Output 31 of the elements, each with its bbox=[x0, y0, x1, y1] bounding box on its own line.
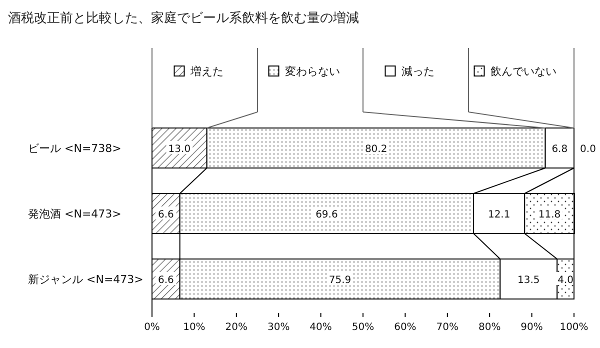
data-label: 13.0 bbox=[168, 144, 191, 155]
x-tick-label: 10% bbox=[183, 322, 206, 333]
data-label: 13.5 bbox=[518, 275, 540, 286]
data-label: 6.6 bbox=[158, 275, 174, 286]
x-tick-label: 90% bbox=[520, 322, 543, 333]
data-label: 6.8 bbox=[552, 144, 568, 155]
data-label: 11.8 bbox=[538, 210, 561, 220]
x-tick-label: 20% bbox=[225, 322, 248, 333]
x-tick-label: 50% bbox=[352, 322, 374, 333]
legend-label: 飲んでいない bbox=[490, 65, 556, 78]
x-tick-label: 30% bbox=[267, 322, 290, 333]
x-tick-label: 40% bbox=[310, 322, 332, 333]
data-label: 69.6 bbox=[316, 210, 338, 220]
legend-label: 増えた bbox=[189, 65, 224, 78]
x-tick-label: 70% bbox=[436, 322, 459, 333]
x-tick-label: 60% bbox=[394, 322, 416, 333]
legend-label: 変わらない bbox=[284, 65, 340, 78]
chart-title: 酒税改正前と比較した、家庭でビール系飲料を飲む量の増減 bbox=[8, 10, 359, 26]
y-tick-label: 発泡酒 <N=473> bbox=[28, 208, 122, 220]
data-label: 4.0 bbox=[558, 275, 574, 286]
data-label: 75.9 bbox=[328, 275, 352, 286]
y-tick-label: ビール <N=738> bbox=[28, 142, 122, 155]
legend-label: 減った bbox=[401, 65, 434, 78]
x-tick-label: 80% bbox=[478, 322, 501, 333]
data-label: 12.1 bbox=[488, 210, 510, 220]
data-label: 6.6 bbox=[158, 210, 174, 220]
x-tick-label: 0% bbox=[144, 322, 160, 333]
y-tick-label: 新ジャンル <N=473> bbox=[28, 273, 144, 286]
data-label: 0.0 bbox=[580, 144, 596, 155]
x-tick-label: 100% bbox=[560, 322, 588, 333]
data-label: 80.2 bbox=[364, 144, 388, 155]
